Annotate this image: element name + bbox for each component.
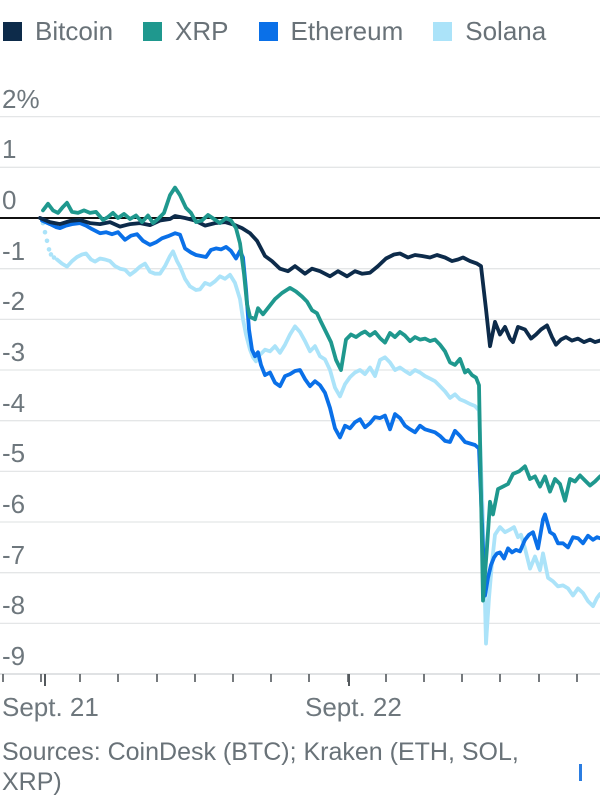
- series-dot-solana: [48, 252, 54, 257]
- legend-label: XRP: [175, 16, 229, 46]
- y-axis-label: -8: [2, 590, 26, 621]
- y-axis-label: -6: [2, 489, 26, 520]
- series-dot-solana: [46, 247, 52, 252]
- legend-swatch-icon: [3, 21, 22, 41]
- legend-label: Bitcoin: [35, 16, 114, 46]
- series-line-xrp: [41, 185, 600, 603]
- legend-swatch-icon: [433, 21, 453, 41]
- series-line-solana: [55, 249, 600, 646]
- y-axis-label: -4: [2, 387, 26, 418]
- legend-swatch-icon: [258, 21, 278, 41]
- x-axis-label: Sept. 22: [305, 692, 402, 722]
- legend-item-solana: Solana: [433, 18, 546, 44]
- y-axis-label: 1: [2, 134, 17, 165]
- text-cursor-caret: [579, 764, 582, 781]
- legend-swatch-icon: [143, 21, 163, 41]
- series-line-ethereum: [40, 218, 600, 598]
- legend-item-xrp: XRP: [143, 16, 229, 46]
- y-axis-label: 2%: [2, 83, 40, 114]
- legend-label: Ethereum: [290, 16, 404, 46]
- series-line-bitcoin: [38, 214, 600, 349]
- y-axis-label: -1: [2, 235, 26, 266]
- series-dot-solana: [51, 255, 57, 260]
- legend-item-ethereum: Ethereum: [258, 16, 404, 46]
- series-dot-solana: [42, 229, 48, 235]
- y-axis-label: -9: [2, 641, 26, 671]
- y-axis-label: -5: [2, 438, 26, 469]
- y-axis-label: 0: [2, 185, 17, 215]
- sources-note: Sources: CoinDesk (BTC); Kraken (ETH, SO…: [2, 738, 519, 796]
- legend-label: Solana: [465, 16, 547, 46]
- x-axis-label: Sept. 21: [2, 692, 99, 722]
- chart-legend: Bitcoin XRP Ethereum Solana: [3, 18, 546, 44]
- series-dot-solana: [44, 238, 50, 244]
- y-axis-label: -2: [2, 286, 26, 317]
- legend-item-bitcoin: Bitcoin: [3, 18, 113, 44]
- y-axis-label: -7: [2, 539, 26, 570]
- y-axis-label: -3: [2, 337, 26, 367]
